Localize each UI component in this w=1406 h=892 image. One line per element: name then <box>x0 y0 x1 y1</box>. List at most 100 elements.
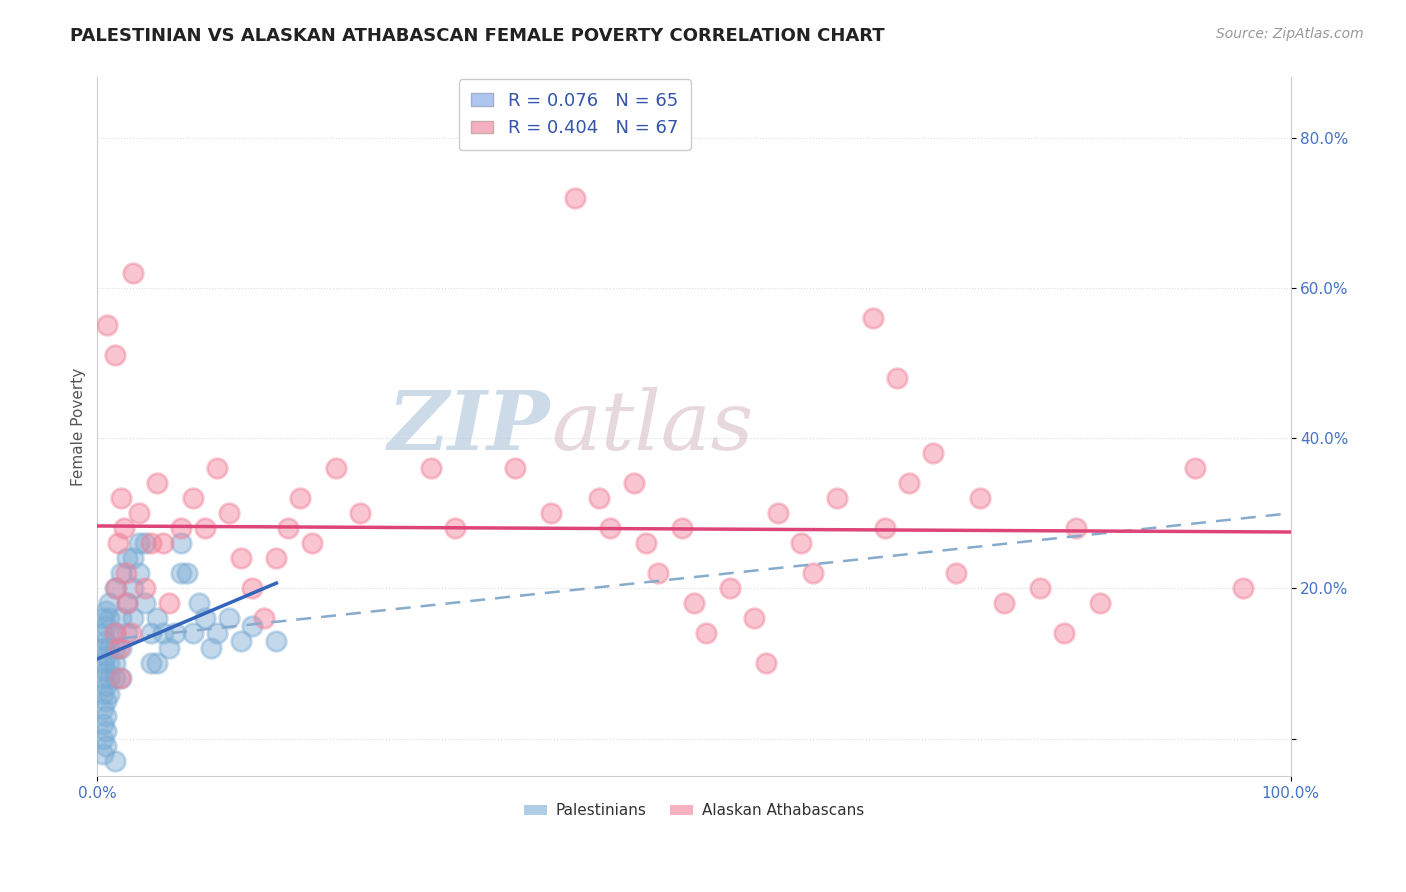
Point <box>128 536 150 550</box>
Point <box>205 626 228 640</box>
Point <box>862 310 884 325</box>
Point <box>873 521 896 535</box>
Point <box>104 641 127 656</box>
Point <box>110 491 132 505</box>
Point <box>194 521 217 535</box>
Point <box>695 626 717 640</box>
Point <box>152 626 174 640</box>
Point <box>98 686 121 700</box>
Point <box>444 521 467 535</box>
Point <box>98 641 121 656</box>
Point <box>886 371 908 385</box>
Point <box>146 657 169 671</box>
Point <box>115 551 138 566</box>
Point <box>91 701 114 715</box>
Point <box>91 747 114 761</box>
Point <box>176 566 198 581</box>
Point <box>187 596 209 610</box>
Point <box>969 491 991 505</box>
Point <box>110 566 132 581</box>
Point <box>91 626 114 640</box>
Point <box>104 348 127 362</box>
Legend: Palestinians, Alaskan Athabascans: Palestinians, Alaskan Athabascans <box>517 797 870 824</box>
Point <box>110 672 132 686</box>
Point <box>122 266 145 280</box>
Point <box>94 604 117 618</box>
Point <box>110 641 132 656</box>
Point <box>718 582 741 596</box>
Point <box>104 582 127 596</box>
Point <box>139 536 162 550</box>
Point <box>790 536 813 550</box>
Point <box>1029 582 1052 596</box>
Point <box>128 566 150 581</box>
Point <box>277 521 299 535</box>
Point <box>91 716 114 731</box>
Point <box>94 679 117 693</box>
Point <box>94 724 117 739</box>
Point <box>115 566 138 581</box>
Point <box>229 634 252 648</box>
Point <box>94 709 117 723</box>
Point <box>218 611 240 625</box>
Point <box>115 596 138 610</box>
Point <box>181 626 204 640</box>
Y-axis label: Female Poverty: Female Poverty <box>72 368 86 486</box>
Point <box>128 506 150 520</box>
Point <box>253 611 276 625</box>
Point <box>825 491 848 505</box>
Point <box>1232 582 1254 596</box>
Point <box>120 626 142 640</box>
Point <box>115 596 138 610</box>
Point <box>108 672 131 686</box>
Point <box>94 619 117 633</box>
Point <box>94 634 117 648</box>
Point <box>98 596 121 610</box>
Point <box>157 641 180 656</box>
Point <box>98 672 121 686</box>
Point <box>94 664 117 678</box>
Point <box>766 506 789 520</box>
Point <box>170 521 193 535</box>
Point <box>266 551 288 566</box>
Point <box>218 506 240 520</box>
Point <box>98 611 121 625</box>
Point <box>242 619 264 633</box>
Point <box>229 551 252 566</box>
Point <box>152 536 174 550</box>
Point <box>945 566 967 581</box>
Point <box>91 686 114 700</box>
Point <box>91 641 114 656</box>
Point <box>194 611 217 625</box>
Point <box>112 521 135 535</box>
Point <box>98 657 121 671</box>
Point <box>170 536 193 550</box>
Point <box>104 626 127 640</box>
Point <box>266 634 288 648</box>
Point <box>1064 521 1087 535</box>
Point <box>993 596 1015 610</box>
Point <box>94 739 117 753</box>
Point <box>96 318 118 333</box>
Point <box>110 611 132 625</box>
Point <box>122 582 145 596</box>
Point <box>599 521 621 535</box>
Point <box>104 626 127 640</box>
Point <box>503 461 526 475</box>
Point <box>1088 596 1111 610</box>
Point <box>588 491 610 505</box>
Point <box>157 596 180 610</box>
Point <box>755 657 778 671</box>
Point <box>1184 461 1206 475</box>
Point <box>301 536 323 550</box>
Text: PALESTINIAN VS ALASKAN ATHABASCAN FEMALE POVERTY CORRELATION CHART: PALESTINIAN VS ALASKAN ATHABASCAN FEMALE… <box>70 27 884 45</box>
Point <box>107 536 129 550</box>
Point <box>122 611 145 625</box>
Point <box>91 731 114 746</box>
Point <box>564 191 586 205</box>
Point <box>921 446 943 460</box>
Point <box>623 476 645 491</box>
Point <box>163 626 186 640</box>
Point <box>104 672 127 686</box>
Point <box>134 536 156 550</box>
